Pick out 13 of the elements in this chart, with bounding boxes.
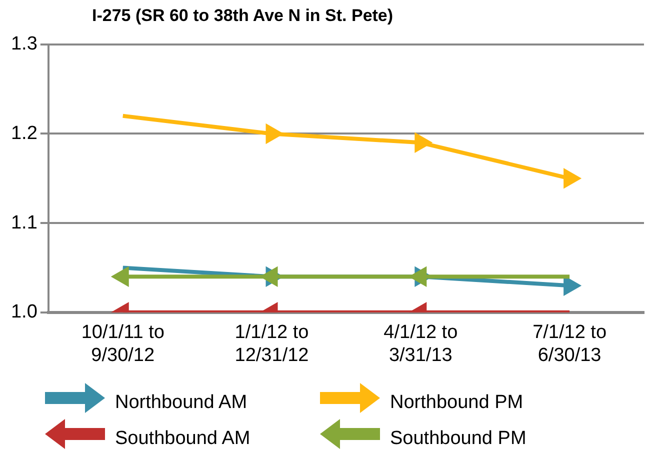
y-tick-label: 1.3 <box>10 34 38 55</box>
x-tick-label: 10/1/11 to 9/30/12 <box>81 322 164 366</box>
x-tick-label: 4/1/12 to 3/31/13 <box>384 322 458 366</box>
legend-label: Southbound PM <box>390 428 526 450</box>
y-tick-label: 1.1 <box>10 212 38 234</box>
legend-label: Northbound AM <box>115 392 248 414</box>
y-tick-label: 1.0 <box>10 302 38 323</box>
chart-title: I-275 (SR 60 to 38th Ave N in St. Pete) <box>92 6 394 26</box>
legend-label: Northbound PM <box>390 392 524 414</box>
legend-label: Southbound AM <box>115 428 250 450</box>
x-tick-label: 7/1/12 to 6/30/13 <box>532 322 607 366</box>
y-tick-label: 1.2 <box>10 122 38 144</box>
x-tick-label: 1/1/12 to 12/31/12 <box>234 322 309 366</box>
